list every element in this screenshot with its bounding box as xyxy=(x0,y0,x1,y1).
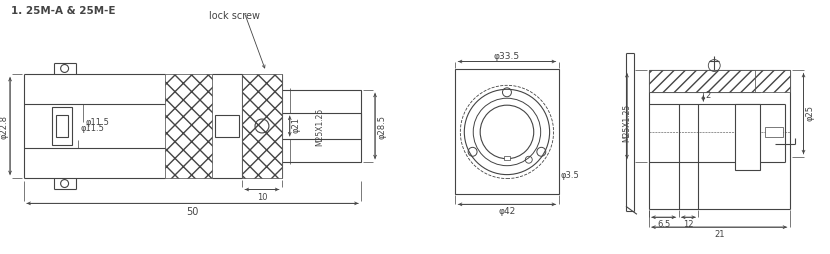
Bar xyxy=(735,105,760,170)
Text: lock screw: lock screw xyxy=(208,11,260,21)
Bar xyxy=(649,71,760,93)
Text: φ25: φ25 xyxy=(805,105,814,121)
Bar xyxy=(215,116,239,137)
Text: φ11.5: φ11.5 xyxy=(81,124,105,133)
Bar xyxy=(165,75,212,178)
Bar xyxy=(764,128,783,137)
Text: φ21: φ21 xyxy=(291,117,300,133)
Text: M25X1.25: M25X1.25 xyxy=(622,103,632,141)
Text: 1. 25M-A & 25M-E: 1. 25M-A & 25M-E xyxy=(11,6,115,16)
Text: 50: 50 xyxy=(187,207,198,216)
Bar xyxy=(282,91,361,162)
Text: M25X1.25: M25X1.25 xyxy=(315,107,324,146)
Text: φ3.5: φ3.5 xyxy=(560,170,579,179)
Text: φ28.5: φ28.5 xyxy=(377,115,386,138)
Bar xyxy=(51,108,71,145)
Text: φ22.8: φ22.8 xyxy=(0,115,8,138)
Bar xyxy=(56,116,67,137)
Text: φ42: φ42 xyxy=(498,207,515,215)
Text: φ33.5: φ33.5 xyxy=(494,51,520,60)
Text: 12: 12 xyxy=(683,219,694,228)
Bar xyxy=(755,71,789,93)
Text: 2: 2 xyxy=(706,91,711,100)
Text: φ11.5: φ11.5 xyxy=(85,117,110,126)
Bar xyxy=(456,70,559,195)
Bar xyxy=(504,156,510,160)
Text: 21: 21 xyxy=(714,229,725,238)
Bar xyxy=(242,75,282,178)
Text: 6.5: 6.5 xyxy=(657,219,671,228)
Text: 10: 10 xyxy=(256,193,267,202)
